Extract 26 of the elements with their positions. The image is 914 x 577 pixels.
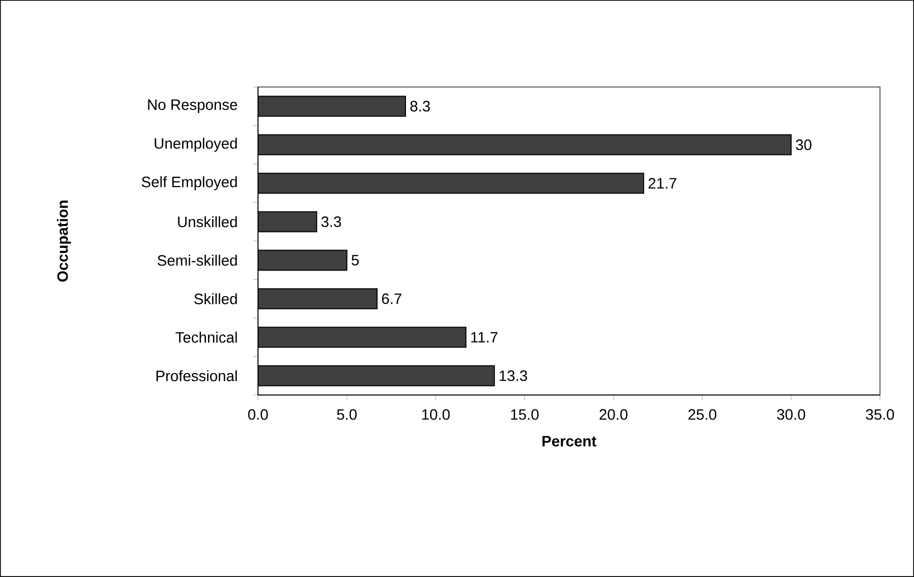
x-tick-label: 0.0 xyxy=(248,409,268,420)
y-tick-label: Technical xyxy=(176,332,237,343)
data-label: 21.7 xyxy=(648,178,676,188)
x-tick-label: 15.0 xyxy=(511,409,539,420)
y-tick-label: No Response xyxy=(148,100,238,113)
y-tick-label: Skilled xyxy=(194,293,237,304)
y-tick-label: Semi-skilled xyxy=(158,254,237,266)
y-tick-label: Unskilled xyxy=(178,216,237,228)
data-label: 13.3 xyxy=(500,370,528,382)
data-label: 5 xyxy=(352,255,359,266)
x-tick-label: 10.0 xyxy=(422,409,450,420)
y-axis-title: Occupation xyxy=(56,200,71,282)
y-tick-label: Professional xyxy=(156,370,237,382)
x-tick-label: 30.0 xyxy=(777,409,806,420)
data-label: 30 xyxy=(796,139,812,150)
x-tick-label: 25.0 xyxy=(688,409,716,420)
x-tick-label: 35.0 xyxy=(866,409,894,420)
y-tick-label: Self Employed xyxy=(142,176,237,190)
x-tick-label: 20.0 xyxy=(600,409,628,420)
x-tick-label: 5.0 xyxy=(337,409,357,420)
data-label: 6.7 xyxy=(382,293,402,304)
y-tick-label: Unemployed xyxy=(154,138,237,152)
data-label: 8.3 xyxy=(410,100,430,112)
data-label: 3.3 xyxy=(321,216,342,228)
x-axis-title: Percent xyxy=(542,436,596,446)
data-label: 11.7 xyxy=(471,332,498,342)
